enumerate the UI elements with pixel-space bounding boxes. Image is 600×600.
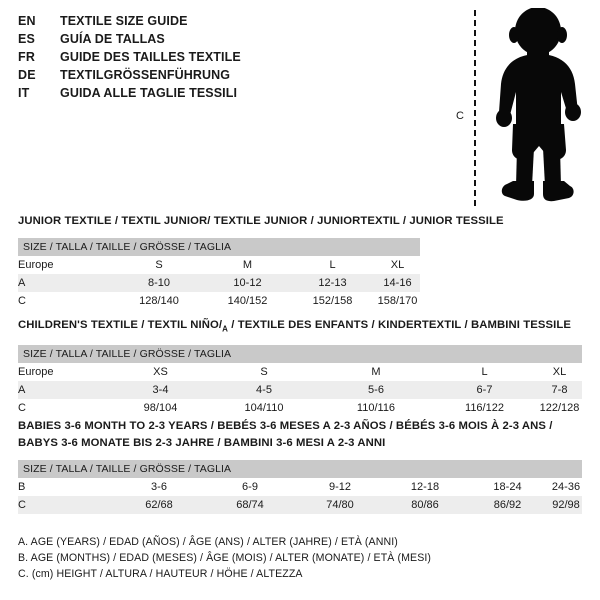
- language-title: GUÍA DE TALLAS: [60, 32, 165, 46]
- cell-value: 3-4: [113, 381, 208, 400]
- cell-value: 6-7: [432, 381, 537, 400]
- cell-value: 24-36: [550, 478, 582, 496]
- table-header-row: SIZE / TALLA / TAILLE / GRÖSSE / TAGLIA: [18, 345, 582, 364]
- junior-size-table: SIZE / TALLA / TAILLE / GRÖSSE / TAGLIA …: [18, 238, 420, 310]
- row-label: A: [18, 381, 113, 400]
- childrens-textile-section: CHILDREN'S TEXTILE / TEXTIL NIÑO/A / TEX…: [18, 318, 582, 418]
- table-row: A 3-4 4-5 5-6 6-7 7-8: [18, 381, 582, 400]
- language-title: GUIDA ALLE TAGLIE TESSILI: [60, 86, 238, 100]
- table-header-row: SIZE / TALLA / TAILLE / GRÖSSE / TAGLIA: [18, 238, 420, 256]
- language-code: IT: [18, 86, 30, 100]
- height-illustration: C: [448, 6, 598, 206]
- table-header-row: SIZE / TALLA / TAILLE / GRÖSSE / TAGLIA: [18, 460, 582, 478]
- cell-value: 12-13: [290, 274, 375, 292]
- language-title: TEXTILGRÖSSENFÜHRUNG: [60, 68, 231, 82]
- junior-textile-section: JUNIOR TEXTILE / TEXTIL JUNIOR/ TEXTILE …: [18, 214, 504, 310]
- height-marker-label: C: [456, 110, 464, 122]
- cell-value: 9-12: [295, 478, 385, 496]
- table-row: Europe S M L XL: [18, 256, 420, 274]
- cell-value: L: [290, 256, 375, 274]
- table-row: C 98/104 104/110 110/116 116/122 122/128: [18, 399, 582, 418]
- language-row: ES GUÍA DE TALLAS: [18, 30, 418, 48]
- row-label: C: [18, 496, 113, 514]
- babies-size-table: SIZE / TALLA / TAILLE / GRÖSSE / TAGLIA …: [18, 460, 582, 514]
- junior-section-title: JUNIOR TEXTILE / TEXTIL JUNIOR/ TEXTILE …: [18, 215, 504, 227]
- table-row: B 3-6 6-9 9-12 12-18 18-24 24-36: [18, 478, 582, 496]
- cell-value: 86/92: [465, 496, 550, 514]
- language-row: IT GUIDA ALLE TAGLIE TESSILI: [18, 84, 418, 102]
- table-row: Europe XS S M L XL: [18, 363, 582, 382]
- legend-block: A. AGE (YEARS) / EDAD (AÑOS) / ÂGE (ANS)…: [18, 534, 578, 582]
- table-row: A 8-10 10-12 12-13 14-16: [18, 274, 420, 292]
- cell-value: S: [113, 256, 205, 274]
- size-header-label: SIZE / TALLA / TAILLE / GRÖSSE / TAGLIA: [18, 345, 582, 364]
- cell-value: 6-9: [205, 478, 295, 496]
- cell-value: 14-16: [375, 274, 420, 292]
- babies-section-title-line2: BABYS 3-6 MONATE BIS 2-3 JAHRE / BAMBINI…: [18, 437, 386, 449]
- cell-value: 7-8: [537, 381, 582, 400]
- children-section-title: CHILDREN'S TEXTILE / TEXTIL NIÑO/A / TEX…: [18, 318, 582, 336]
- toddler-silhouette-icon: [496, 8, 581, 202]
- legend-line-b: B. AGE (MONTHS) / EDAD (MESES) / ÂGE (MO…: [18, 552, 432, 564]
- row-label: C: [18, 292, 113, 310]
- cell-value: 5-6: [320, 381, 432, 400]
- cell-value: 110/116: [320, 399, 432, 418]
- children-title-post: / TEXTILE DES ENFANTS / KINDERTEXTIL / B…: [228, 319, 571, 331]
- cell-value: M: [205, 256, 290, 274]
- babies-textile-section: BABIES 3-6 MONTH TO 2-3 YEARS / BEBÉS 3-…: [18, 419, 582, 514]
- row-label: C: [18, 399, 113, 418]
- language-code: ES: [18, 32, 36, 46]
- cell-value: S: [208, 363, 320, 382]
- cell-value: 18-24: [465, 478, 550, 496]
- cell-value: 62/68: [113, 496, 205, 514]
- cell-value: XL: [537, 363, 582, 382]
- language-code: FR: [18, 50, 36, 64]
- babies-section-title-line1: BABIES 3-6 MONTH TO 2-3 YEARS / BEBÉS 3-…: [18, 420, 553, 432]
- children-size-table: SIZE / TALLA / TAILLE / GRÖSSE / TAGLIA …: [18, 345, 582, 418]
- cell-value: 80/86: [385, 496, 465, 514]
- size-header-label: SIZE / TALLA / TAILLE / GRÖSSE / TAGLIA: [18, 238, 420, 256]
- language-title: GUIDE DES TAILLES TEXTILE: [60, 50, 241, 64]
- cell-value: 74/80: [295, 496, 385, 514]
- table-row: C 128/140 140/152 152/158 158/170: [18, 292, 420, 310]
- children-title-subscript: A: [222, 324, 229, 334]
- language-row: EN TEXTILE SIZE GUIDE: [18, 12, 418, 30]
- row-label: B: [18, 478, 113, 496]
- legend-line-c: C. (cm) HEIGHT / ALTURA / HAUTEUR / HÖHE…: [18, 568, 303, 580]
- language-code: DE: [18, 68, 36, 82]
- cell-value: 8-10: [113, 274, 205, 292]
- cell-value: 116/122: [432, 399, 537, 418]
- size-header-label: SIZE / TALLA / TAILLE / GRÖSSE / TAGLIA: [18, 460, 582, 478]
- cell-value: 152/158: [290, 292, 375, 310]
- cell-value: XS: [113, 363, 208, 382]
- cell-value: 128/140: [113, 292, 205, 310]
- row-label: A: [18, 274, 113, 292]
- cell-value: 12-18: [385, 478, 465, 496]
- language-row: FR GUIDE DES TAILLES TEXTILE: [18, 48, 418, 66]
- cell-value: 92/98: [550, 496, 582, 514]
- row-label: Europe: [18, 363, 113, 382]
- cell-value: 4-5: [208, 381, 320, 400]
- children-title-pre: CHILDREN'S TEXTILE / TEXTIL NIÑO/: [18, 319, 223, 331]
- cell-value: 140/152: [205, 292, 290, 310]
- language-code: EN: [18, 14, 36, 28]
- height-measure-dashed-line: [474, 10, 476, 206]
- cell-value: 104/110: [208, 399, 320, 418]
- cell-value: 98/104: [113, 399, 208, 418]
- cell-value: XL: [375, 256, 420, 274]
- table-row: C 62/68 68/74 74/80 80/86 86/92 92/98: [18, 496, 582, 514]
- cell-value: L: [432, 363, 537, 382]
- cell-value: M: [320, 363, 432, 382]
- legend-line-a: A. AGE (YEARS) / EDAD (AÑOS) / ÂGE (ANS)…: [18, 536, 398, 548]
- language-row: DE TEXTILGRÖSSENFÜHRUNG: [18, 66, 418, 84]
- cell-value: 158/170: [375, 292, 420, 310]
- row-label: Europe: [18, 256, 113, 274]
- cell-value: 10-12: [205, 274, 290, 292]
- language-header-list: EN TEXTILE SIZE GUIDE ES GUÍA DE TALLAS …: [18, 12, 418, 102]
- cell-value: 68/74: [205, 496, 295, 514]
- language-title: TEXTILE SIZE GUIDE: [60, 14, 188, 28]
- cell-value: 122/128: [537, 399, 582, 418]
- cell-value: 3-6: [113, 478, 205, 496]
